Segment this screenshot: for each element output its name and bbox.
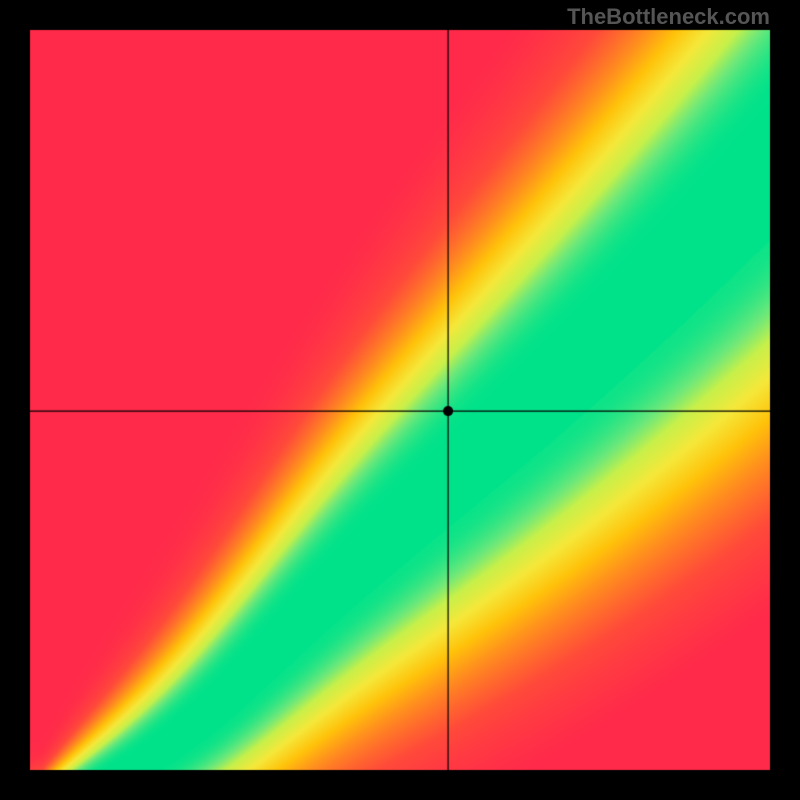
chart-container: TheBottleneck.com [0,0,800,800]
bottleneck-heatmap-canvas [0,0,800,800]
watermark-label: TheBottleneck.com [567,4,770,30]
